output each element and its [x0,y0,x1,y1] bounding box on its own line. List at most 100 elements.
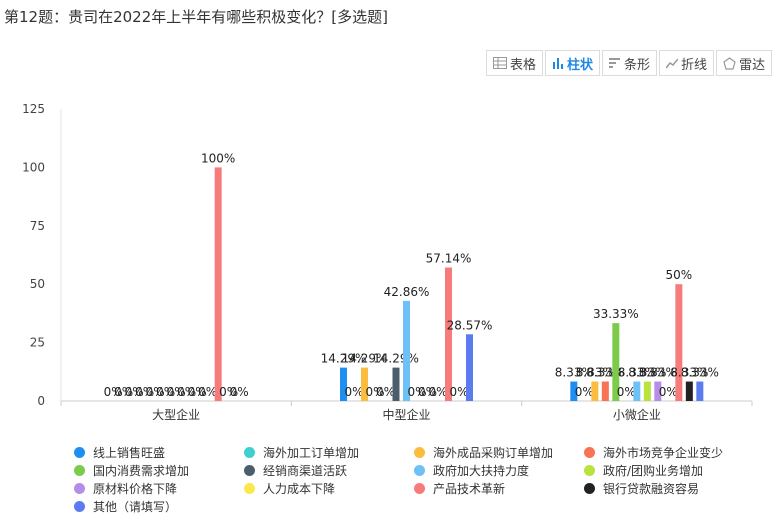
chart-view-toolbar: 表格 柱状 条形 折线 雷达 [486,50,773,76]
bar [612,323,620,401]
legend-item[interactable]: 海外加工订单增加 [244,444,414,460]
legend-swatch [584,446,595,458]
legend-label: 其他（请填写） [93,499,178,514]
data-label: 42.86% [384,285,430,299]
x-category-label: 小微企业 [613,407,661,422]
bar [361,367,368,401]
table-view-button[interactable]: 表格 [486,50,544,76]
data-label: 0% [230,385,249,399]
legend-item[interactable]: 经销商渠道活跃 [244,462,414,478]
radar-view-button[interactable]: 雷达 [716,50,773,76]
data-label: 0% [125,385,144,399]
legend-swatch [414,482,425,494]
data-label: 0% [617,385,636,399]
y-tick-label: 50 [30,277,45,291]
data-label: 33.33% [593,307,639,321]
legend-item[interactable]: 原材料价格下降 [74,480,244,496]
data-label: 0% [188,385,207,399]
data-label: 0% [376,385,395,399]
legend-swatch [244,446,255,458]
legend-swatch [414,446,425,458]
data-label: 0% [344,385,363,399]
legend-item[interactable]: 政府/团购业务增加 [584,462,754,478]
legend-swatch [584,464,595,476]
line-view-button[interactable]: 折线 [659,50,715,76]
legend-label: 国内消费需求增加 [93,463,190,478]
legend-swatch [74,500,85,512]
data-label: 0% [407,385,426,399]
legend-swatch [244,464,255,476]
legend-label: 政府加大扶持力度 [433,463,530,478]
legend-swatch [74,464,85,476]
legend-label: 海外加工订单增加 [263,445,360,460]
bar [601,381,609,401]
bar-chart-icon [552,57,564,69]
legend-item[interactable]: 其他（请填写） [74,498,244,514]
legend-label: 原材料价格下降 [93,481,178,496]
chart-legend: 线上销售旺盛 海外加工订单增加 海外成品采购订单增加 海外市场竞争企业变少国内消费需求… [74,444,774,514]
legend-item[interactable]: 人力成本下降 [244,480,414,496]
bar [696,381,704,401]
bar [466,334,473,401]
data-label: 0% [146,385,165,399]
data-label: 0% [659,385,678,399]
line-view-label: 折线 [681,57,708,73]
legend-item[interactable]: 线上销售旺盛 [74,444,244,460]
legend-label: 海外成品采购订单增加 [433,445,554,460]
legend-label: 人力成本下降 [263,481,336,496]
data-label: 0% [575,385,594,399]
data-label: 57.14% [426,252,472,266]
data-label: 0% [449,385,468,399]
radar-view-label: 雷达 [739,57,766,73]
x-category-label: 中型企业 [382,407,430,422]
legend-label: 政府/团购业务增加 [603,463,704,478]
horizontal-bar-view-label: 条形 [624,57,651,73]
radar-icon [723,56,736,70]
legend-label: 产品技术革新 [433,481,506,496]
horizontal-bar-icon [609,57,621,69]
data-label: 0% [418,385,437,399]
data-label: 8.33% [670,366,708,380]
data-label: 14.29% [321,352,367,366]
legend-item[interactable]: 银行贷款融资容易 [584,480,754,496]
table-view-label: 表格 [510,57,537,73]
legend-item[interactable]: 海外成品采购订单增加 [414,444,584,460]
data-label: 0% [365,385,384,399]
data-label: 8.33% [681,366,719,380]
bar [654,381,662,401]
data-label: 28.57% [447,318,493,332]
legend-item[interactable]: 产品技术革新 [414,480,584,496]
bar [403,300,410,401]
bar [591,381,599,401]
bar [570,381,578,401]
data-label: 50% [665,268,692,282]
data-label: 100% [201,151,235,165]
data-label: 8.33% [576,366,614,380]
x-category-label: 大型企业 [152,407,200,422]
legend-label: 线上销售旺盛 [93,445,166,460]
bar [643,381,651,401]
legend-swatch [74,482,85,494]
data-label: 0% [104,385,123,399]
y-tick-label: 100 [22,160,45,174]
data-label: 8.33% [555,366,593,380]
horizontal-bar-view-button[interactable]: 条形 [602,50,658,76]
legend-item[interactable]: 国内消费需求增加 [74,462,244,478]
legend-swatch [244,482,255,494]
legend-swatch [74,446,85,458]
data-label: 8.33% [628,366,666,380]
bar [340,367,347,401]
bar [685,381,693,401]
legend-label: 经销商渠道活跃 [263,463,348,478]
data-label: 0% [219,385,238,399]
legend-swatch [414,464,425,476]
data-label: 0% [156,385,175,399]
bar-view-button[interactable]: 柱状 [545,50,601,76]
bar [633,381,641,401]
bar [675,284,683,401]
y-tick-label: 0 [37,394,45,408]
legend-item[interactable]: 海外市场竞争企业变少 [584,444,754,460]
legend-item[interactable]: 政府加大扶持力度 [414,462,584,478]
bar-view-label: 柱状 [567,57,594,73]
legend-label: 银行贷款融资容易 [603,481,700,496]
